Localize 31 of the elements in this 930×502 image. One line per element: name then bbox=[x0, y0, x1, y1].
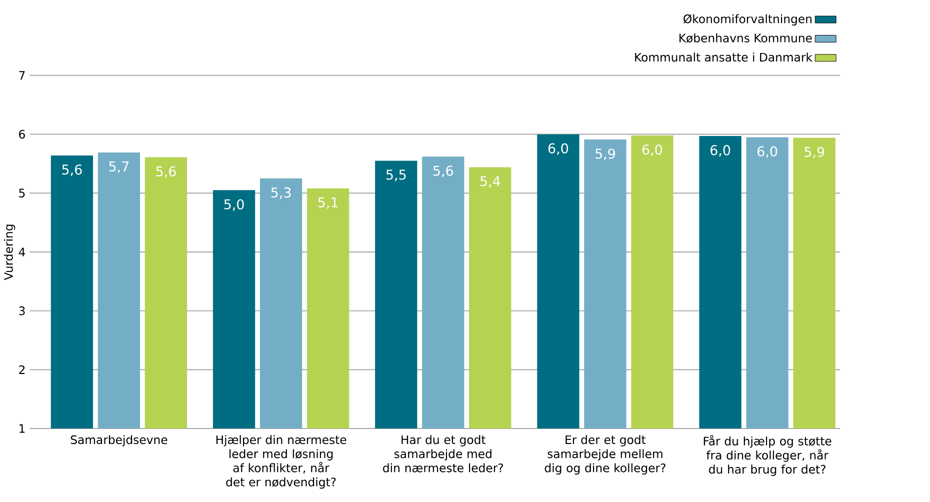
data-label: 6,0 bbox=[758, 146, 778, 158]
y-tick-label: 3 bbox=[19, 306, 25, 316]
data-label: 5,6 bbox=[433, 166, 453, 178]
x-tick-label: Hjælper din nærmeste leder med løsning af konflikter, når det er nødvendigt? bbox=[216, 435, 346, 489]
legend-label: Økonomiforvaltningen bbox=[684, 14, 812, 26]
data-label: 5,3 bbox=[271, 187, 291, 199]
data-label: 5,6 bbox=[62, 164, 82, 176]
data-label: 5,6 bbox=[156, 166, 176, 178]
x-tick-label: Samarbejdsevne bbox=[70, 435, 168, 446]
data-label: 5,1 bbox=[318, 197, 338, 209]
y-tick-label: 6 bbox=[19, 130, 25, 139]
y-tick-label: 4 bbox=[18, 248, 26, 256]
x-tick-label: Får du hjælp og støtte fra dine kolleger, når du har brug for det? bbox=[704, 435, 832, 476]
y-tick-label: 7 bbox=[19, 71, 25, 80]
legend-label: Kommunalt ansatte i Danmark bbox=[635, 52, 812, 62]
x-tick-label: Er der et godt samarbejde mellem dig og dine kolleger? bbox=[544, 435, 666, 475]
data-label: 6,0 bbox=[710, 145, 730, 157]
data-label: 5,5 bbox=[386, 170, 406, 182]
data-label: 6,0 bbox=[548, 143, 568, 155]
legend-label: Københavns Kommune bbox=[679, 33, 812, 43]
y-tick-label: 5 bbox=[19, 188, 25, 198]
y-tick-label: 2 bbox=[19, 365, 25, 374]
data-label: 5,7 bbox=[109, 162, 129, 173]
data-label: 5,0 bbox=[224, 199, 244, 211]
data-label: 6,0 bbox=[642, 144, 662, 156]
x-tick-label: Har du et godt samarbejde med din nærmeste leder? bbox=[383, 435, 504, 472]
y-axis-title: Vurdering bbox=[4, 224, 16, 280]
data-label: 5,9 bbox=[596, 148, 615, 160]
data-label: 5,9 bbox=[804, 146, 824, 158]
y-tick-label: 1 bbox=[20, 424, 25, 433]
data-label: 5,4 bbox=[480, 176, 500, 188]
